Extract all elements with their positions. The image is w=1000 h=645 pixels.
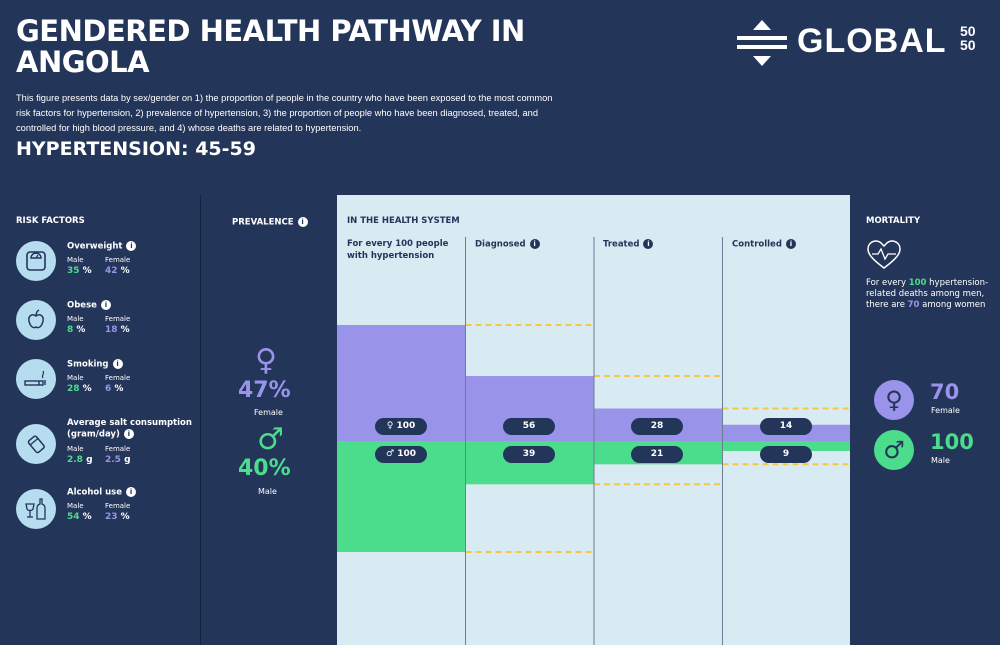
salt-icon xyxy=(16,424,56,464)
info-icon[interactable]: i xyxy=(126,487,137,497)
female-symbol-icon: ♀ xyxy=(255,343,277,378)
info-icon[interactable]: i xyxy=(100,300,111,310)
male-value: 2.8 g xyxy=(67,455,93,465)
cigarette-icon xyxy=(16,359,56,399)
risk-factor-name: Overweight i xyxy=(67,241,137,252)
male-symbol-icon: ♂ xyxy=(257,422,284,457)
male-label: Male xyxy=(67,315,84,323)
health-system-heading: IN THE HEALTH SYSTEM xyxy=(347,216,460,226)
heart-rate-icon xyxy=(867,240,901,269)
male-label: Male xyxy=(67,374,84,382)
male-controlled-pill: 9 xyxy=(760,446,812,463)
prevalence-female-value: 47% xyxy=(238,378,291,403)
male-value: 28 % xyxy=(67,384,92,394)
mortality-male-label: Male xyxy=(931,456,950,465)
logo-number: 50 50 xyxy=(960,23,976,53)
mortality-heading: MORTALITY xyxy=(866,216,921,226)
mortality-female-icon: ♀ xyxy=(874,380,914,420)
risk-factor-name: Average salt consumption (gram/day) i xyxy=(67,418,192,440)
scale-icon xyxy=(16,241,56,281)
prevalence-male-value: 40% xyxy=(238,456,291,481)
female-label: Female xyxy=(105,502,131,510)
risk-factor-smoking: Smoking i Male Female 28 % 6 % xyxy=(16,359,201,409)
page-subtitle: HYPERTENSION: 45-59 xyxy=(16,138,256,160)
female-value: 23 % xyxy=(105,512,130,522)
risk-factor-overweight: Overweight i Male Female 35 % 42 % xyxy=(16,241,201,291)
female-total-pill: ♀ 100 xyxy=(375,418,427,435)
male-bar-3 xyxy=(722,441,850,451)
male-value: 8 % xyxy=(67,325,86,335)
mortality-male-icon: ♂ xyxy=(874,430,914,470)
male-label: Male xyxy=(67,502,84,510)
column-header-diagnosed: Diagnosed i xyxy=(475,239,540,250)
info-icon[interactable]: i xyxy=(126,241,137,251)
male-label: Male xyxy=(67,445,84,453)
info-icon[interactable]: i xyxy=(785,239,796,249)
column-header-total: For every 100 people with hypertension xyxy=(347,239,449,261)
bottle-icon xyxy=(16,489,56,529)
mortality-male-value: 100 xyxy=(930,430,974,454)
info-icon[interactable]: i xyxy=(529,239,540,249)
female-value: 2.5 g xyxy=(105,455,131,465)
column-header-controlled: Controlled i xyxy=(732,239,796,250)
logo-mark-icon xyxy=(737,20,787,66)
mortality-female-label: Female xyxy=(931,406,960,415)
female-label: Female xyxy=(105,256,131,264)
mortality-female-value: 70 xyxy=(930,380,960,404)
apple-icon xyxy=(16,300,56,340)
risk-factor-salt: Average salt consumption (gram/day) i Mal… xyxy=(16,418,201,472)
logo-text: GLOBAL xyxy=(797,22,947,60)
male-value: 54 % xyxy=(67,512,92,522)
info-icon[interactable]: i xyxy=(123,429,134,439)
mortality-description: For every 100 hypertension-related death… xyxy=(866,278,989,310)
male-total-pill: ♂ 100 xyxy=(375,446,427,463)
page-description: This figure presents data by sex/gender … xyxy=(16,93,553,133)
risk-factor-alcohol: Alcohol use i Male Female 54 % 23 % xyxy=(16,487,201,537)
risk-factor-name: Obese i xyxy=(67,300,111,311)
page-title: GENDERED HEALTH PATHWAY IN ANGOLA xyxy=(16,14,525,79)
section-divider xyxy=(200,195,201,645)
risk-factor-name: Smoking i xyxy=(67,359,123,370)
female-diagnosed-pill: 56 xyxy=(503,418,555,435)
female-label: Female xyxy=(105,315,131,323)
risk-factor-obese: Obese i Male Female 8 % 18 % xyxy=(16,300,201,350)
global5050-logo: GLOBAL 50 50 xyxy=(735,18,990,70)
info-icon[interactable]: i xyxy=(643,239,654,249)
male-label: Male xyxy=(67,256,84,264)
female-label: Female xyxy=(105,374,131,382)
prevalence-female-label: Female xyxy=(254,408,283,417)
female-value: 6 % xyxy=(105,384,124,394)
prevalence-male-label: Male xyxy=(258,487,277,496)
female-value: 42 % xyxy=(105,266,130,276)
female-controlled-pill: 14 xyxy=(760,418,812,435)
column-header-treated: Treated i xyxy=(603,239,654,250)
prevalence-heading: PREVALENCE i xyxy=(232,217,308,228)
female-value: 18 % xyxy=(105,325,130,335)
info-icon[interactable]: i xyxy=(112,359,123,369)
female-label: Female xyxy=(105,445,131,453)
info-icon[interactable]: i xyxy=(297,217,308,227)
health-system-panel: IN THE HEALTH SYSTEM For every 100 peopl… xyxy=(337,195,850,645)
risk-factor-name: Alcohol use i xyxy=(67,487,137,498)
female-treated-pill: 28 xyxy=(631,418,683,435)
male-value: 35 % xyxy=(67,266,92,276)
risk-factors-heading: RISK FACTORS xyxy=(16,216,85,226)
male-diagnosed-pill: 39 xyxy=(503,446,555,463)
male-treated-pill: 21 xyxy=(631,446,683,463)
